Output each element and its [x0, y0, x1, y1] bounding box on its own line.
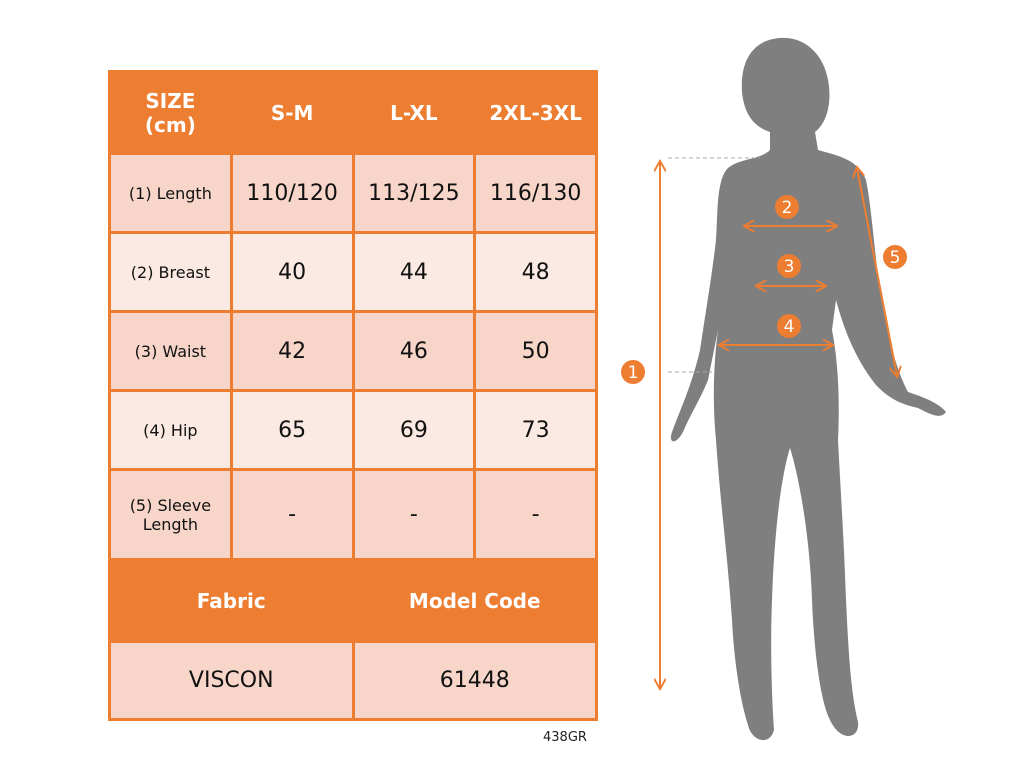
row-label: (2) Breast — [108, 231, 233, 313]
row-label: (5) Sleeve Length — [108, 468, 233, 561]
cell: 65 — [229, 389, 355, 471]
length-arrow — [660, 157, 760, 688]
product-code: 438GR — [543, 730, 587, 745]
size-header-line2: (cm) — [144, 112, 196, 137]
fabric-value: VISCON — [108, 640, 355, 721]
header-row: SIZE (cm) S-M L-XL 2XL-3XL — [108, 70, 598, 155]
svg-text:4: 4 — [784, 317, 795, 337]
cell: 110/120 — [229, 152, 355, 234]
marker-2: 2 — [775, 195, 799, 219]
svg-text:2: 2 — [782, 198, 793, 218]
row-label-line1: (5) Sleeve — [129, 495, 212, 515]
fabric-header: Fabric — [108, 558, 355, 643]
cell: 40 — [229, 231, 355, 313]
model-code-header: Model Code — [351, 558, 598, 643]
table-row: (5) Sleeve Length - - - — [108, 468, 598, 561]
row-label-line2: Length — [142, 514, 198, 534]
cell: 73 — [473, 389, 598, 471]
table-row: (2) Breast 40 44 48 — [108, 231, 598, 313]
cell: - — [229, 468, 355, 561]
cell: 69 — [351, 389, 477, 471]
cell: - — [473, 468, 598, 561]
size-2xl-3xl-header: 2XL-3XL — [473, 70, 598, 155]
model-code-value: 61448 — [351, 640, 598, 721]
size-header: SIZE (cm) — [108, 70, 233, 155]
table-row: (3) Waist 42 46 50 — [108, 310, 598, 392]
cell: 44 — [351, 231, 477, 313]
size-l-xl-header: L-XL — [351, 70, 477, 155]
fabric-row: VISCON 61448 — [108, 640, 598, 721]
row-label: (3) Waist — [108, 310, 233, 392]
marker-3: 3 — [777, 254, 801, 278]
table-row: (1) Length 110/120 113/125 116/130 — [108, 152, 598, 234]
fabric-header-row: Fabric Model Code — [108, 558, 598, 643]
svg-text:5: 5 — [890, 248, 901, 268]
row-label: (4) Hip — [108, 389, 233, 471]
marker-1: 1 — [621, 360, 645, 384]
size-s-m-header: S-M — [229, 70, 355, 155]
woman-silhouette — [670, 37, 946, 741]
table-row: (4) Hip 65 69 73 — [108, 389, 598, 471]
cell: 46 — [351, 310, 477, 392]
svg-text:3: 3 — [784, 257, 795, 277]
size-header-line1: SIZE — [145, 88, 196, 113]
marker-5: 5 — [883, 245, 907, 269]
cell: 48 — [473, 231, 598, 313]
cell: 116/130 — [473, 152, 598, 234]
cell: 42 — [229, 310, 355, 392]
marker-4: 4 — [777, 314, 801, 338]
cell: 113/125 — [351, 152, 477, 234]
cell: - — [351, 468, 477, 561]
svg-text:1: 1 — [628, 363, 639, 383]
cell: 50 — [473, 310, 598, 392]
sleeve-arrow — [857, 168, 897, 376]
row-label: (1) Length — [108, 152, 233, 234]
size-chart-table: SIZE (cm) S-M L-XL 2XL-3XL (1) Length 110… — [108, 70, 598, 721]
